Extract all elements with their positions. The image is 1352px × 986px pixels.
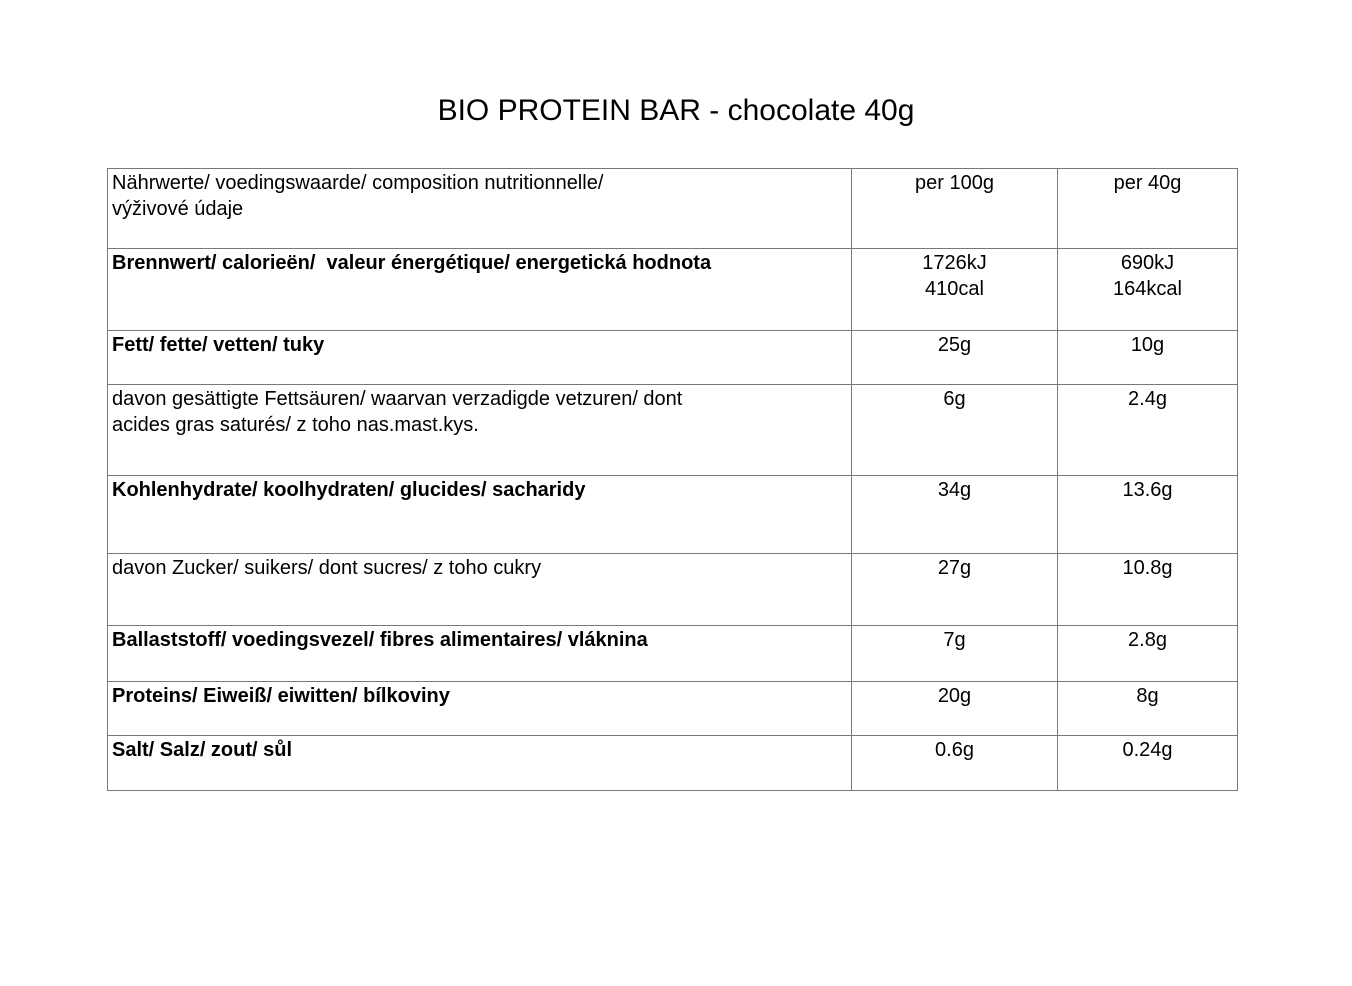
table-row: Salt/ Salz/ zout/ sůl 0.6g 0.24g	[107, 735, 1238, 791]
table-row: davon gesättigte Fettsäuren/ waarvan ver…	[107, 384, 1238, 476]
table-row: Fett/ fette/ vetten/ tuky 25g 10g	[107, 330, 1238, 385]
row-label-cell: Kohlenhydrate/ koolhydraten/ glucides/ s…	[107, 475, 852, 554]
per-100g-value: 27g	[851, 553, 1058, 626]
per-100g-value: 34g	[851, 475, 1058, 554]
row-label-cell: Salt/ Salz/ zout/ sůl	[107, 735, 852, 791]
row-label-cell: Ballaststoff/ voedingsvezel/ fibres alim…	[107, 625, 852, 682]
table-row: Brennwert/ calorieën/ valeur énergétique…	[107, 248, 1238, 331]
per-40g-value: 8g	[1057, 681, 1238, 736]
header-per-100g: per 100g	[851, 168, 1058, 249]
per-40g-value: 690kJ 164kcal	[1057, 248, 1238, 331]
row-label-cell: davon Zucker/ suikers/ dont sucres/ z to…	[107, 553, 852, 626]
row-label-cell: davon gesättigte Fettsäuren/ waarvan ver…	[107, 384, 852, 476]
page-title: BIO PROTEIN BAR - chocolate 40g	[437, 94, 915, 127]
row-label-cell: Brennwert/ calorieën/ valeur énergétique…	[107, 248, 852, 331]
header-per-40g: per 40g	[1057, 168, 1238, 249]
table-header-row: Nährwerte/ voedingswaarde/ composition n…	[107, 168, 1238, 249]
nutrition-table: Nährwerte/ voedingswaarde/ composition n…	[107, 168, 1238, 791]
per-40g-value: 2.4g	[1057, 384, 1238, 476]
per-40g-value: 10.8g	[1057, 553, 1238, 626]
header-nutrients-label: Nährwerte/ voedingswaarde/ composition n…	[107, 168, 852, 249]
per-100g-value: 7g	[851, 625, 1058, 682]
row-label-cell: Proteins/ Eiweiß/ eiwitten/ bílkoviny	[107, 681, 852, 736]
per-40g-value: 0.24g	[1057, 735, 1238, 791]
per-40g-value: 10g	[1057, 330, 1238, 385]
per-100g-value: 1726kJ 410cal	[851, 248, 1058, 331]
table-row: Proteins/ Eiweiß/ eiwitten/ bílkoviny 20…	[107, 681, 1238, 736]
per-100g-value: 25g	[851, 330, 1058, 385]
table-row: davon Zucker/ suikers/ dont sucres/ z to…	[107, 553, 1238, 626]
table-row: Ballaststoff/ voedingsvezel/ fibres alim…	[107, 625, 1238, 682]
row-label-cell: Fett/ fette/ vetten/ tuky	[107, 330, 852, 385]
table-row: Kohlenhydrate/ koolhydraten/ glucides/ s…	[107, 475, 1238, 554]
per-40g-value: 2.8g	[1057, 625, 1238, 682]
per-100g-value: 6g	[851, 384, 1058, 476]
per-100g-value: 20g	[851, 681, 1058, 736]
per-100g-value: 0.6g	[851, 735, 1058, 791]
per-40g-value: 13.6g	[1057, 475, 1238, 554]
